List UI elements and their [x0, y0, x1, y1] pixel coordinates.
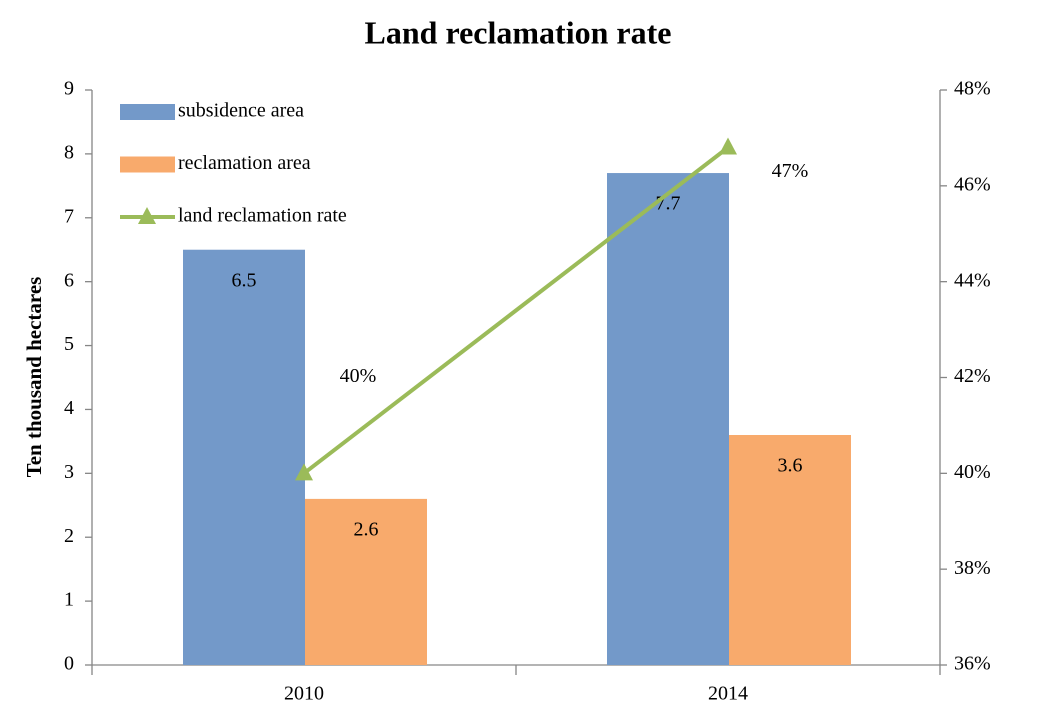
legend-label: subsidence area	[178, 100, 304, 122]
y2-tick-label: 42%	[954, 365, 991, 387]
legend-label: reclamation area	[178, 152, 311, 174]
bar	[607, 173, 729, 666]
y-tick-label: 3	[64, 461, 74, 483]
y2-tick-label: 40%	[954, 461, 991, 483]
bar	[305, 498, 427, 665]
y-tick-label: 4	[64, 397, 74, 419]
bar	[729, 435, 851, 665]
y2-tick-label: 38%	[954, 557, 991, 579]
y-tick-label: 9	[64, 78, 74, 100]
line-value-label: 47%	[772, 160, 809, 182]
bar	[183, 249, 305, 665]
y-tick-label: 8	[64, 141, 74, 163]
x-tick-label: 2014	[708, 683, 748, 705]
x-tick-label: 2010	[284, 683, 324, 705]
y-tick-label: 6	[64, 269, 74, 291]
legend-swatch	[120, 104, 175, 120]
bar-value-label: 2.6	[354, 518, 379, 540]
y2-tick-label: 46%	[954, 173, 991, 195]
legend-swatch	[138, 207, 156, 224]
y-tick-label: 1	[64, 589, 74, 611]
bar-value-label: 6.5	[232, 269, 257, 291]
y-tick-label: 2	[64, 525, 74, 547]
y-tick-label: 7	[64, 205, 74, 227]
y-tick-label: 0	[64, 653, 74, 675]
legend-label: land reclamation rate	[178, 205, 347, 227]
bar-value-label: 3.6	[778, 455, 803, 477]
legend-swatch	[120, 156, 175, 173]
y2-tick-label: 48%	[954, 78, 991, 100]
line-value-label: 40%	[340, 365, 377, 387]
line-marker	[719, 137, 737, 155]
chart-title: Land reclamation rate	[365, 14, 672, 50]
line	[302, 145, 730, 475]
line-marker	[295, 463, 313, 481]
y-axis-title: Ten thousand hectares	[22, 277, 46, 478]
y2-tick-label: 36%	[954, 653, 991, 675]
y-tick-label: 5	[64, 333, 74, 355]
y2-tick-label: 44%	[954, 269, 991, 291]
